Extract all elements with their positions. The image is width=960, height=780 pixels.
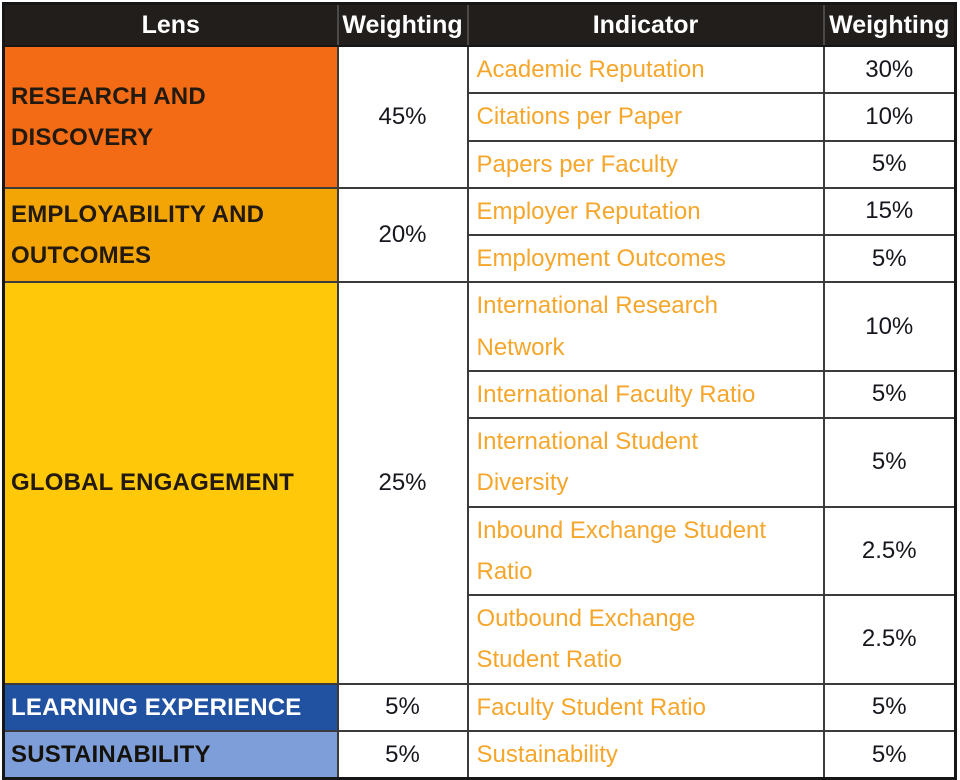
indicator-cell: International Research Network	[466, 281, 825, 372]
indicator-weighting-cell: 5%	[822, 139, 957, 189]
indicator-cell: Sustainability	[466, 729, 825, 780]
indicator-cell: Faculty Student Ratio	[466, 682, 825, 732]
col-header-lens-weighting: Weighting	[336, 2, 469, 47]
table-row: Citations per Paper 10%	[4, 92, 957, 142]
table-row: Employment Outcomes 5%	[4, 234, 957, 284]
col-header-indicator-weighting: Weighting	[822, 2, 957, 47]
indicator-cell: Papers per Faculty	[466, 139, 825, 189]
indicator-cell: Citations per Paper	[466, 92, 825, 142]
indicator-cell: Employer Reputation	[466, 186, 825, 237]
col-header-lens: Lens	[2, 2, 339, 47]
lens-cell: RESEARCH AND DISCOVERY	[2, 45, 339, 189]
indicator-cell: International Faculty Ratio	[466, 369, 825, 420]
indicator-weighting-cell: 2.5%	[822, 594, 957, 685]
indicator-weighting-cell: 30%	[822, 44, 957, 95]
table-header: Lens Weighting Indicator Weighting	[2, 2, 957, 47]
indicator-weighting-cell: 2.5%	[822, 505, 957, 597]
indicator-weighting-cell: 5%	[822, 234, 957, 284]
col-header-indicator: Indicator	[466, 2, 825, 47]
indicator-cell: Outbound Exchange Student Ratio	[466, 594, 825, 685]
indicator-weighting-cell: 10%	[822, 92, 957, 142]
table-row: Outbound Exchange Student Ratio 2.5%	[4, 594, 957, 685]
lens-cell: GLOBAL ENGAGEMENT	[2, 281, 339, 685]
indicator-cell: Inbound Exchange Student Ratio	[466, 505, 825, 597]
table-row: Inbound Exchange Student Ratio 2.5%	[4, 505, 957, 597]
lens-weighting-cell: 5%	[336, 729, 469, 780]
lens-cell: SUSTAINABILITY	[2, 729, 339, 780]
indicator-weighting-cell: 15%	[822, 186, 957, 237]
indicator-cell: International Student Diversity	[466, 417, 825, 508]
lens-weighting-cell: 25%	[336, 281, 469, 685]
table-row: International Student Diversity 5%	[4, 417, 957, 508]
header-row: Lens Weighting Indicator Weighting	[2, 2, 957, 47]
lens-weighting-cell: 5%	[336, 682, 469, 732]
table-row: SUSTAINABILITY 5% Sustainability 5%	[2, 729, 957, 780]
lens-cell: EMPLOYABILITY AND OUTCOMES	[2, 186, 339, 284]
table-row: GLOBAL ENGAGEMENT 25% International Resear…	[2, 281, 957, 685]
lens-weighting-cell: 45%	[336, 45, 469, 189]
indicator-weighting-cell: 5%	[822, 682, 957, 732]
indicator-cell: Academic Reputation	[466, 44, 825, 95]
table-row: International Faculty Ratio 5%	[4, 369, 957, 420]
table-row: RESEARCH AND DISCOVERY 45% Academic Reputa…	[2, 44, 957, 189]
indicator-weighting-cell: 5%	[822, 417, 957, 508]
table-row: Papers per Faculty 5%	[4, 139, 957, 189]
table-body: RESEARCH AND DISCOVERY 45% Academic Reputa…	[2, 44, 957, 780]
table-row: EMPLOYABILITY AND OUTCOMES 20% Employer Re…	[2, 186, 957, 284]
lens-cell: LEARNING EXPERIENCE	[2, 682, 339, 732]
table-row: LEARNING EXPERIENCE 5% Faculty Student Rat…	[2, 682, 957, 732]
indicator-weighting-cell: 5%	[822, 729, 957, 780]
indicator-weighting-cell: 5%	[822, 369, 957, 420]
lens-weighting-cell: 20%	[336, 186, 469, 284]
indicator-cell: Employment Outcomes	[466, 234, 825, 284]
indicator-weighting-cell: 10%	[822, 281, 957, 372]
